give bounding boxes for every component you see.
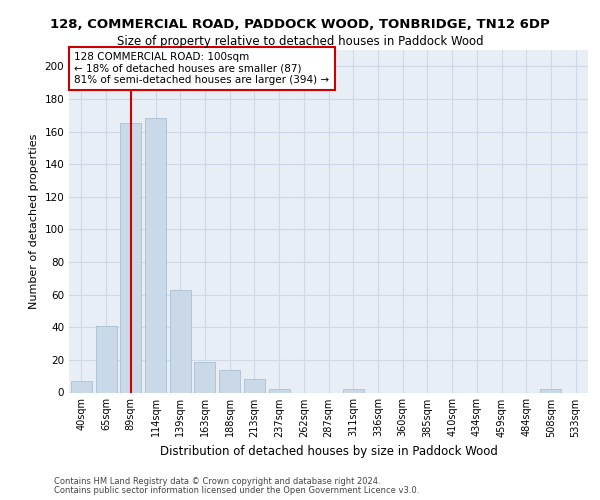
Bar	[343, 389, 364, 392]
Bar	[244, 380, 265, 392]
Text: 128, COMMERCIAL ROAD, PADDOCK WOOD, TONBRIDGE, TN12 6DP: 128, COMMERCIAL ROAD, PADDOCK WOOD, TONB…	[50, 18, 550, 30]
Bar	[120, 124, 141, 392]
Bar	[95, 326, 116, 392]
Bar	[269, 389, 290, 392]
Bar	[145, 118, 166, 392]
X-axis label: Distribution of detached houses by size in Paddock Wood: Distribution of detached houses by size …	[160, 445, 497, 458]
Text: 128 COMMERCIAL ROAD: 100sqm
← 18% of detached houses are smaller (87)
81% of sem: 128 COMMERCIAL ROAD: 100sqm ← 18% of det…	[74, 52, 329, 85]
Bar	[219, 370, 240, 392]
Bar	[170, 290, 191, 392]
Text: Contains public sector information licensed under the Open Government Licence v3: Contains public sector information licen…	[54, 486, 419, 495]
Text: Size of property relative to detached houses in Paddock Wood: Size of property relative to detached ho…	[116, 35, 484, 48]
Text: Contains HM Land Registry data © Crown copyright and database right 2024.: Contains HM Land Registry data © Crown c…	[54, 478, 380, 486]
Bar	[194, 362, 215, 392]
Bar	[541, 389, 562, 392]
Bar	[71, 381, 92, 392]
Y-axis label: Number of detached properties: Number of detached properties	[29, 134, 39, 309]
